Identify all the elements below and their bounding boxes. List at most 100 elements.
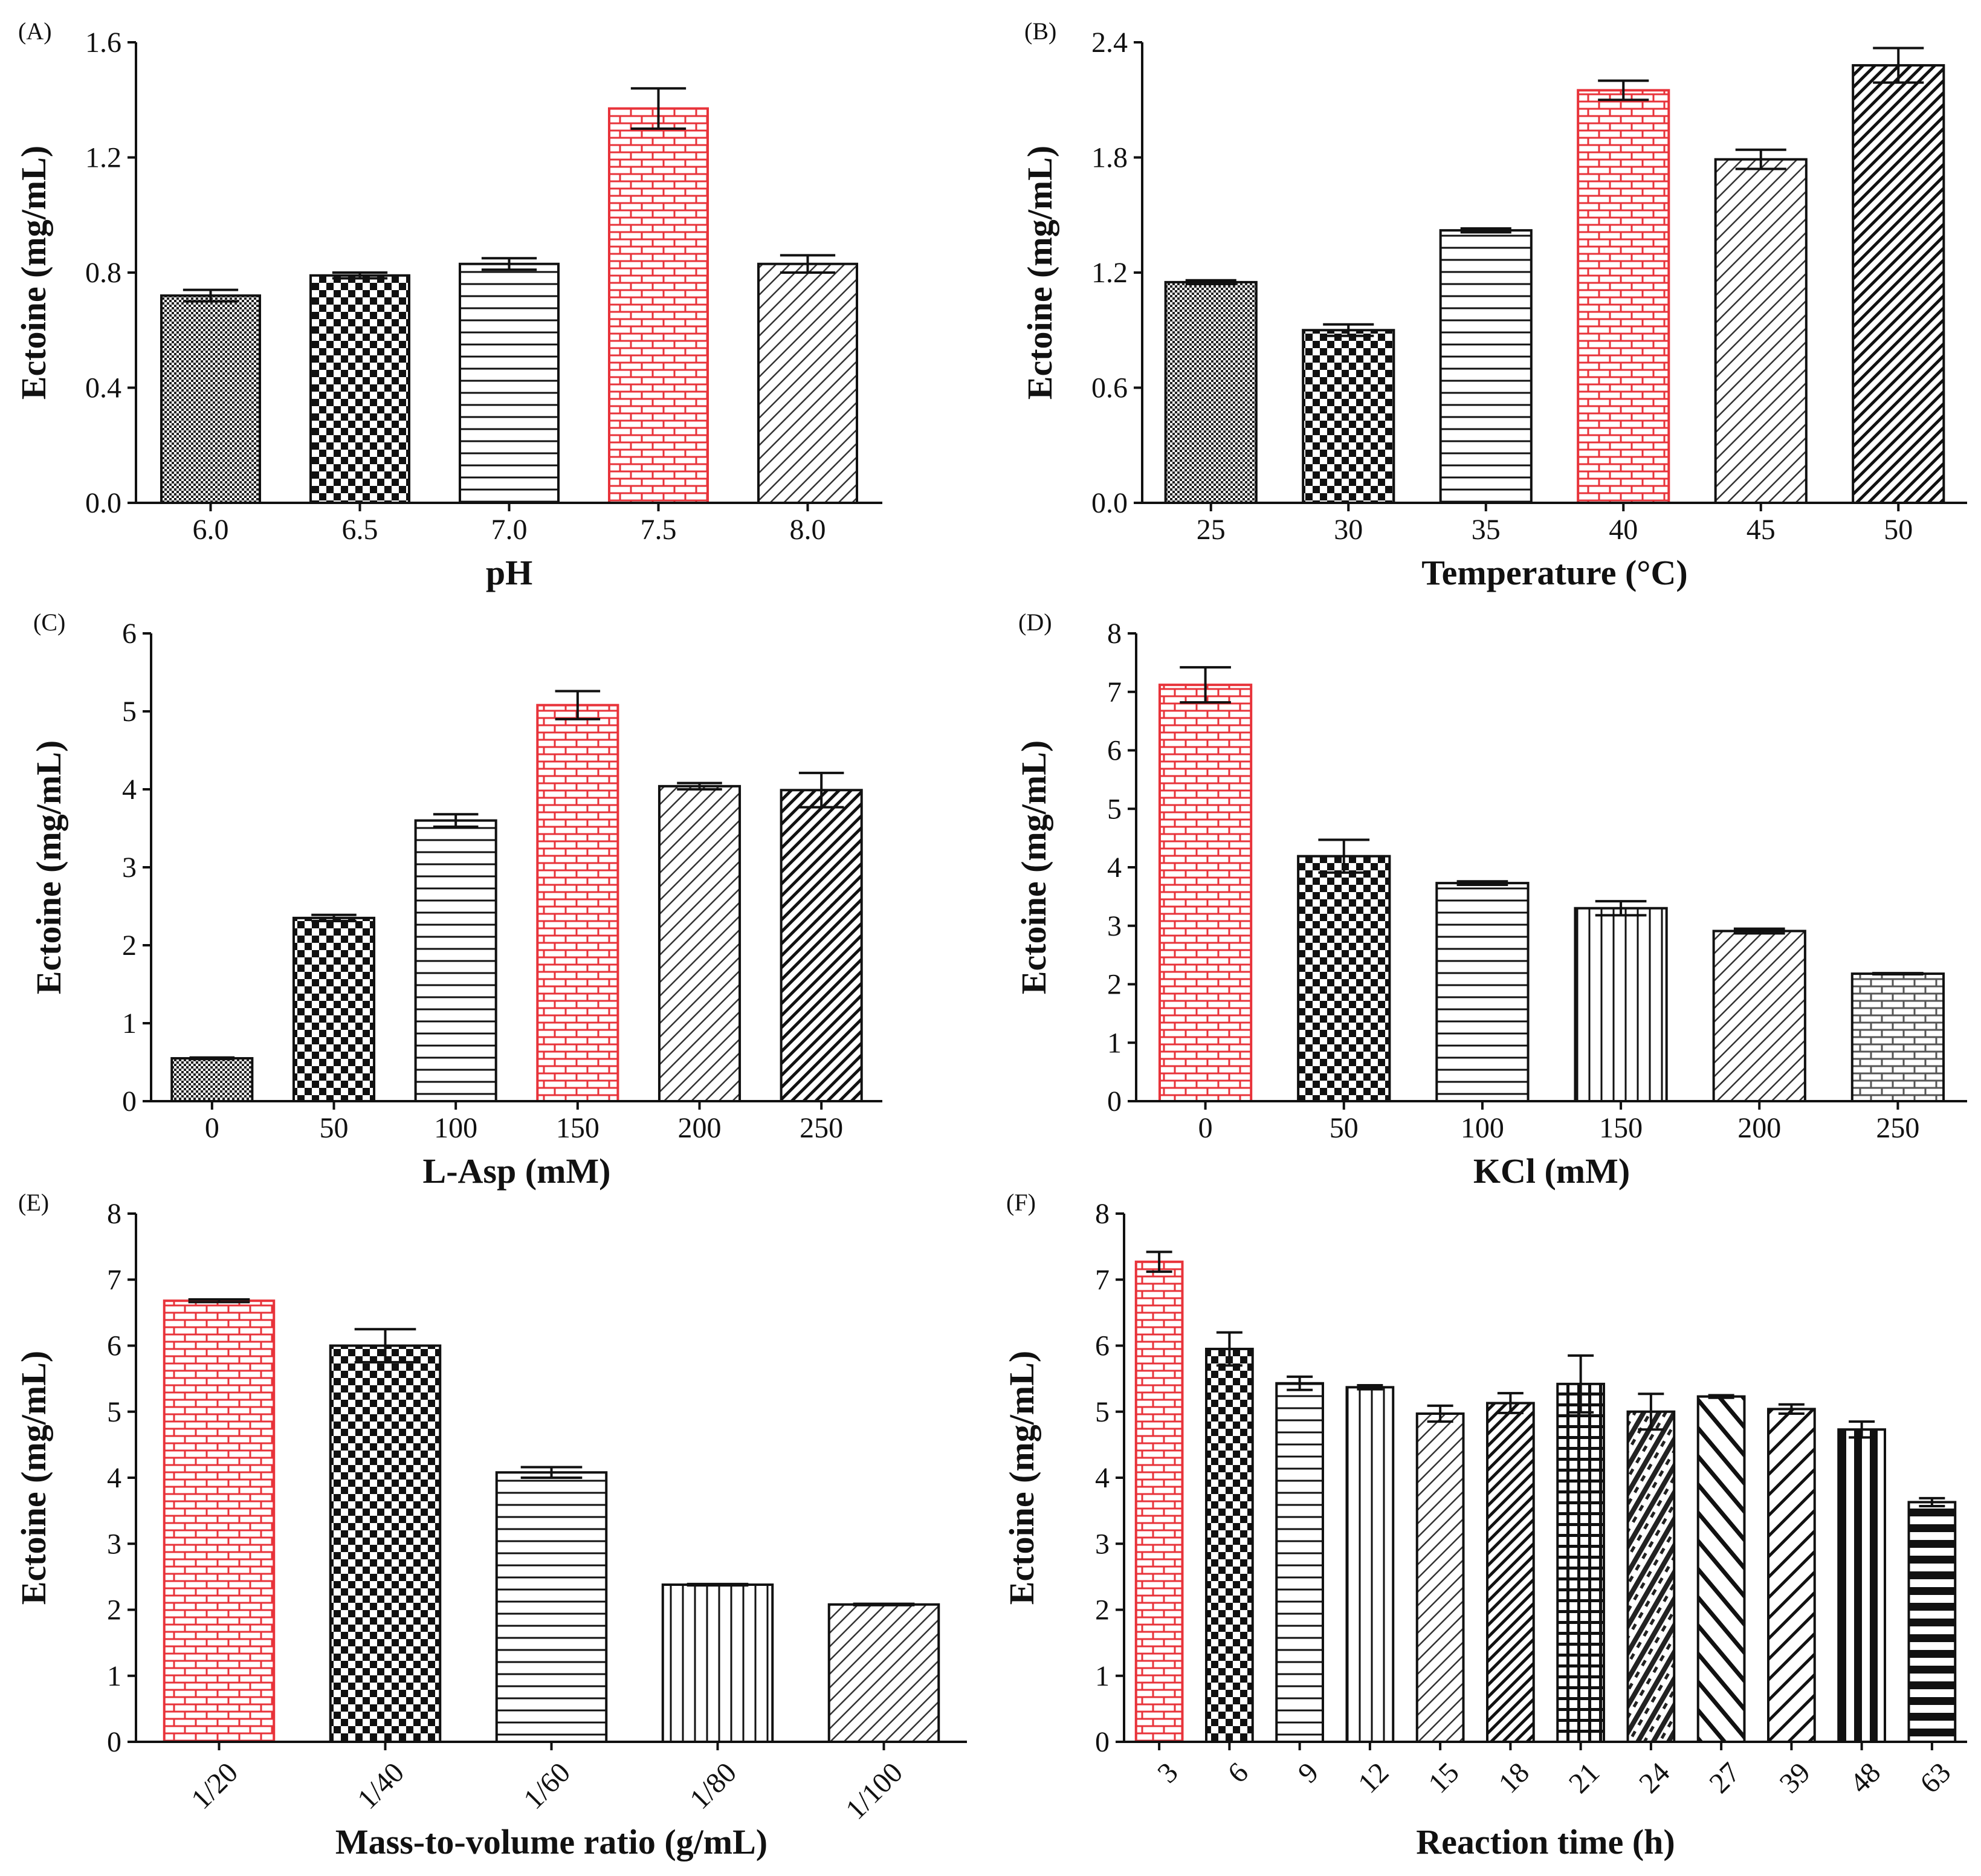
bar-63 — [1907, 1501, 1957, 1744]
x-axis-title: pH — [486, 553, 532, 592]
y-tick-label: 4 — [122, 774, 137, 806]
bar-9 — [1275, 1382, 1324, 1743]
y-tick-label: 2 — [107, 1594, 121, 1626]
bar-1-40 — [329, 1344, 442, 1743]
bar-15 — [1415, 1412, 1465, 1744]
y-tick-label: 0 — [1095, 1726, 1110, 1758]
bar-1-20 — [163, 1299, 276, 1743]
x-tick-label: 150 — [1599, 1112, 1643, 1144]
x-tick-label: 250 — [800, 1112, 843, 1144]
error-bar — [853, 1602, 915, 1606]
y-tick-label: 0.8 — [85, 257, 121, 289]
y-tick-label: 1 — [122, 1008, 137, 1040]
bar-50 — [1297, 855, 1391, 1103]
error-bar — [677, 781, 722, 791]
x-tick-label: 1/40 — [351, 1756, 410, 1816]
x-tick-label: 200 — [678, 1112, 722, 1144]
x-tick-label: 8.0 — [790, 514, 826, 546]
panel-label: (E) — [18, 1189, 49, 1216]
error-bar — [1638, 1392, 1664, 1431]
chart-panel-b: (B) 25 30 35 40 45 50 0.0 0.6 1.2 1.8 2.4 Temperatur… — [1020, 18, 1967, 592]
x-tick-label: 45 — [1747, 514, 1776, 546]
x-axis-title: L-Asp (mM) — [423, 1151, 611, 1191]
bar-50 — [1852, 64, 1945, 505]
x-tick-label: 1/20 — [185, 1756, 244, 1816]
y-axis-title: Ectoine (mg/mL) — [29, 740, 68, 994]
error-bar — [1778, 1403, 1805, 1415]
x-tick-label: 100 — [434, 1112, 477, 1144]
y-tick-label: 1.8 — [1091, 142, 1128, 174]
error-bar — [1497, 1392, 1524, 1414]
error-bar — [354, 1328, 416, 1363]
bar-6-5 — [309, 274, 411, 504]
y-tick-label: 7 — [1107, 676, 1122, 708]
error-bar — [1595, 900, 1647, 917]
bar-50 — [292, 916, 376, 1102]
x-tick-label: 6.0 — [193, 514, 229, 546]
error-bar — [520, 1466, 583, 1479]
bar-0 — [170, 1057, 254, 1103]
error-bar — [1185, 279, 1236, 286]
y-tick-label: 5 — [1107, 793, 1122, 825]
y-tick-label: 6 — [1095, 1330, 1110, 1362]
chart-panel-f: (F)3 6 9 12 15 18 21 24 27 39 48 63012345678Reactio… — [1002, 1189, 1967, 1861]
y-tick-label: 7 — [107, 1264, 121, 1296]
error-bar — [1180, 666, 1231, 704]
error-bar — [1733, 927, 1785, 935]
error-bar — [1357, 1384, 1383, 1391]
x-tick-label: 50 — [320, 1112, 349, 1144]
bar-48 — [1837, 1428, 1886, 1744]
error-bar — [1287, 1375, 1313, 1391]
y-axis-title: Ectoine (mg/mL) — [14, 146, 53, 399]
y-tick-label: 8 — [1107, 618, 1122, 650]
y-tick-label: 7 — [1095, 1264, 1110, 1296]
error-bar — [1873, 47, 1924, 84]
y-tick-label: 3 — [1095, 1528, 1110, 1560]
error-bar — [311, 913, 357, 923]
y-tick-label: 1.2 — [1091, 257, 1128, 289]
bar-200 — [658, 784, 742, 1102]
bar-250 — [780, 789, 863, 1103]
error-bar — [630, 87, 687, 130]
y-tick-label: 6 — [107, 1330, 121, 1362]
y-axis-title: Ectoine (mg/mL) — [1020, 146, 1059, 399]
x-tick-label: 30 — [1334, 514, 1363, 546]
bar-21 — [1556, 1382, 1605, 1743]
y-tick-label: 0 — [122, 1085, 137, 1118]
bar-7-5 — [607, 107, 709, 505]
y-tick-label: 4 — [107, 1462, 121, 1494]
x-tick-label: 0 — [1198, 1112, 1213, 1144]
x-tick-label: 39 — [1773, 1756, 1816, 1799]
y-tick-label: 8 — [107, 1198, 121, 1230]
bar-250 — [1850, 972, 1945, 1102]
bar-39 — [1767, 1408, 1816, 1743]
chart-panel-d: (D) 0 50 100 150 200 250 0 1 2 3 4 5 6 7 8 KCl (mM) Ectoi… — [1014, 609, 1967, 1191]
y-tick-label: 0.0 — [85, 487, 121, 519]
bar-35 — [1439, 229, 1533, 504]
x-tick-label: 21 — [1563, 1756, 1606, 1799]
x-tick-label: 12 — [1352, 1756, 1395, 1799]
x-tick-label: 48 — [1844, 1756, 1887, 1799]
y-tick-label: 3 — [107, 1528, 121, 1560]
y-axis-title: Ectoine (mg/mL) — [1002, 1351, 1041, 1605]
panel-label: (A) — [18, 18, 52, 45]
x-tick-label: 40 — [1609, 514, 1638, 546]
x-tick-label: 50 — [1884, 514, 1913, 546]
error-bar — [1460, 227, 1511, 234]
y-tick-label: 6 — [122, 618, 137, 650]
y-tick-label: 5 — [107, 1396, 121, 1428]
y-axis-title: Ectoine (mg/mL) — [1014, 740, 1053, 994]
y-tick-label: 0 — [1107, 1085, 1122, 1118]
y-tick-label: 2.4 — [1091, 27, 1128, 59]
y-tick-label: 1 — [1107, 1027, 1122, 1059]
bar-100 — [414, 819, 497, 1102]
bar-0 — [1158, 684, 1253, 1102]
error-bar — [1318, 838, 1370, 874]
error-bar — [1427, 1404, 1453, 1423]
x-tick-label: 1/60 — [517, 1756, 577, 1816]
error-bar — [188, 1298, 250, 1304]
x-tick-label: 150 — [556, 1112, 599, 1144]
y-tick-label: 0 — [107, 1726, 121, 1758]
y-tick-label: 2 — [1107, 969, 1122, 1001]
